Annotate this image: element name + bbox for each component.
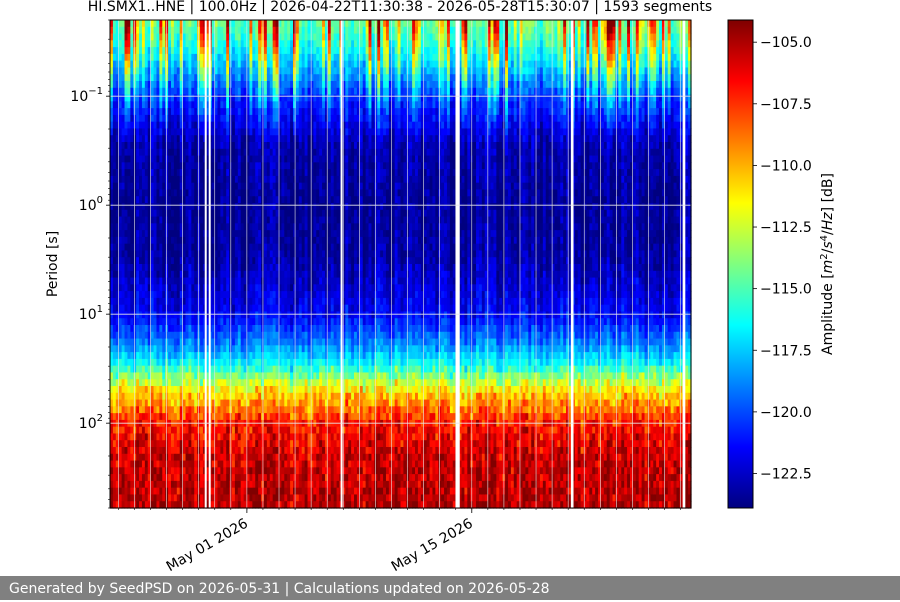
colorbar: −105.0 −107.5 −110.0 −112.5 −115.0 −117.5 −120… [728, 20, 836, 508]
spectrogram-heatmap [110, 20, 692, 509]
data-gap [341, 20, 343, 508]
x-tick-label: May 01 2026 [164, 516, 251, 576]
colorbar-gradient [728, 20, 753, 508]
colorbar-tick-label: −110.0 [760, 158, 812, 174]
footer-bar: Generated by SeedPSD on 2026-05-31 | Cal… [0, 576, 900, 600]
colorbar-tick-label: −117.5 [760, 343, 812, 359]
colorbar-tick-label: −107.5 [760, 97, 812, 113]
y-axis: 10−1 100 101 102 [70, 20, 110, 508]
y-tick-label: 100 [79, 195, 103, 214]
y-tick-label: 101 [79, 304, 103, 323]
data-gap [571, 20, 574, 508]
chart-title: HI.SMX1..HNE | 100.0Hz | 2026-04-22T11:3… [88, 0, 712, 15]
data-gap [209, 20, 211, 508]
plot-area [110, 20, 692, 509]
y-axis-label: Period [s] [45, 231, 61, 297]
y-tick-label: 102 [79, 413, 103, 432]
colorbar-tick-label: −115.0 [760, 282, 812, 298]
data-gap [683, 20, 686, 508]
data-gap [456, 20, 460, 508]
x-axis: May 01 2026 May 15 2026 [118, 508, 680, 575]
colorbar-tick-label: −105.0 [760, 35, 812, 51]
colorbar-label: Amplitude [m2/s4/Hz] [dB] [819, 173, 836, 355]
colorbar-ticks: −105.0 −107.5 −110.0 −112.5 −115.0 −117.5 −120… [753, 35, 812, 482]
data-gap [205, 20, 207, 508]
y-tick-label: 10−1 [70, 86, 103, 105]
colorbar-tick-label: −122.5 [760, 466, 812, 482]
colorbar-tick-label: −120.0 [760, 405, 812, 421]
x-tick-label: May 15 2026 [389, 516, 476, 576]
colorbar-tick-label: −112.5 [760, 220, 812, 236]
